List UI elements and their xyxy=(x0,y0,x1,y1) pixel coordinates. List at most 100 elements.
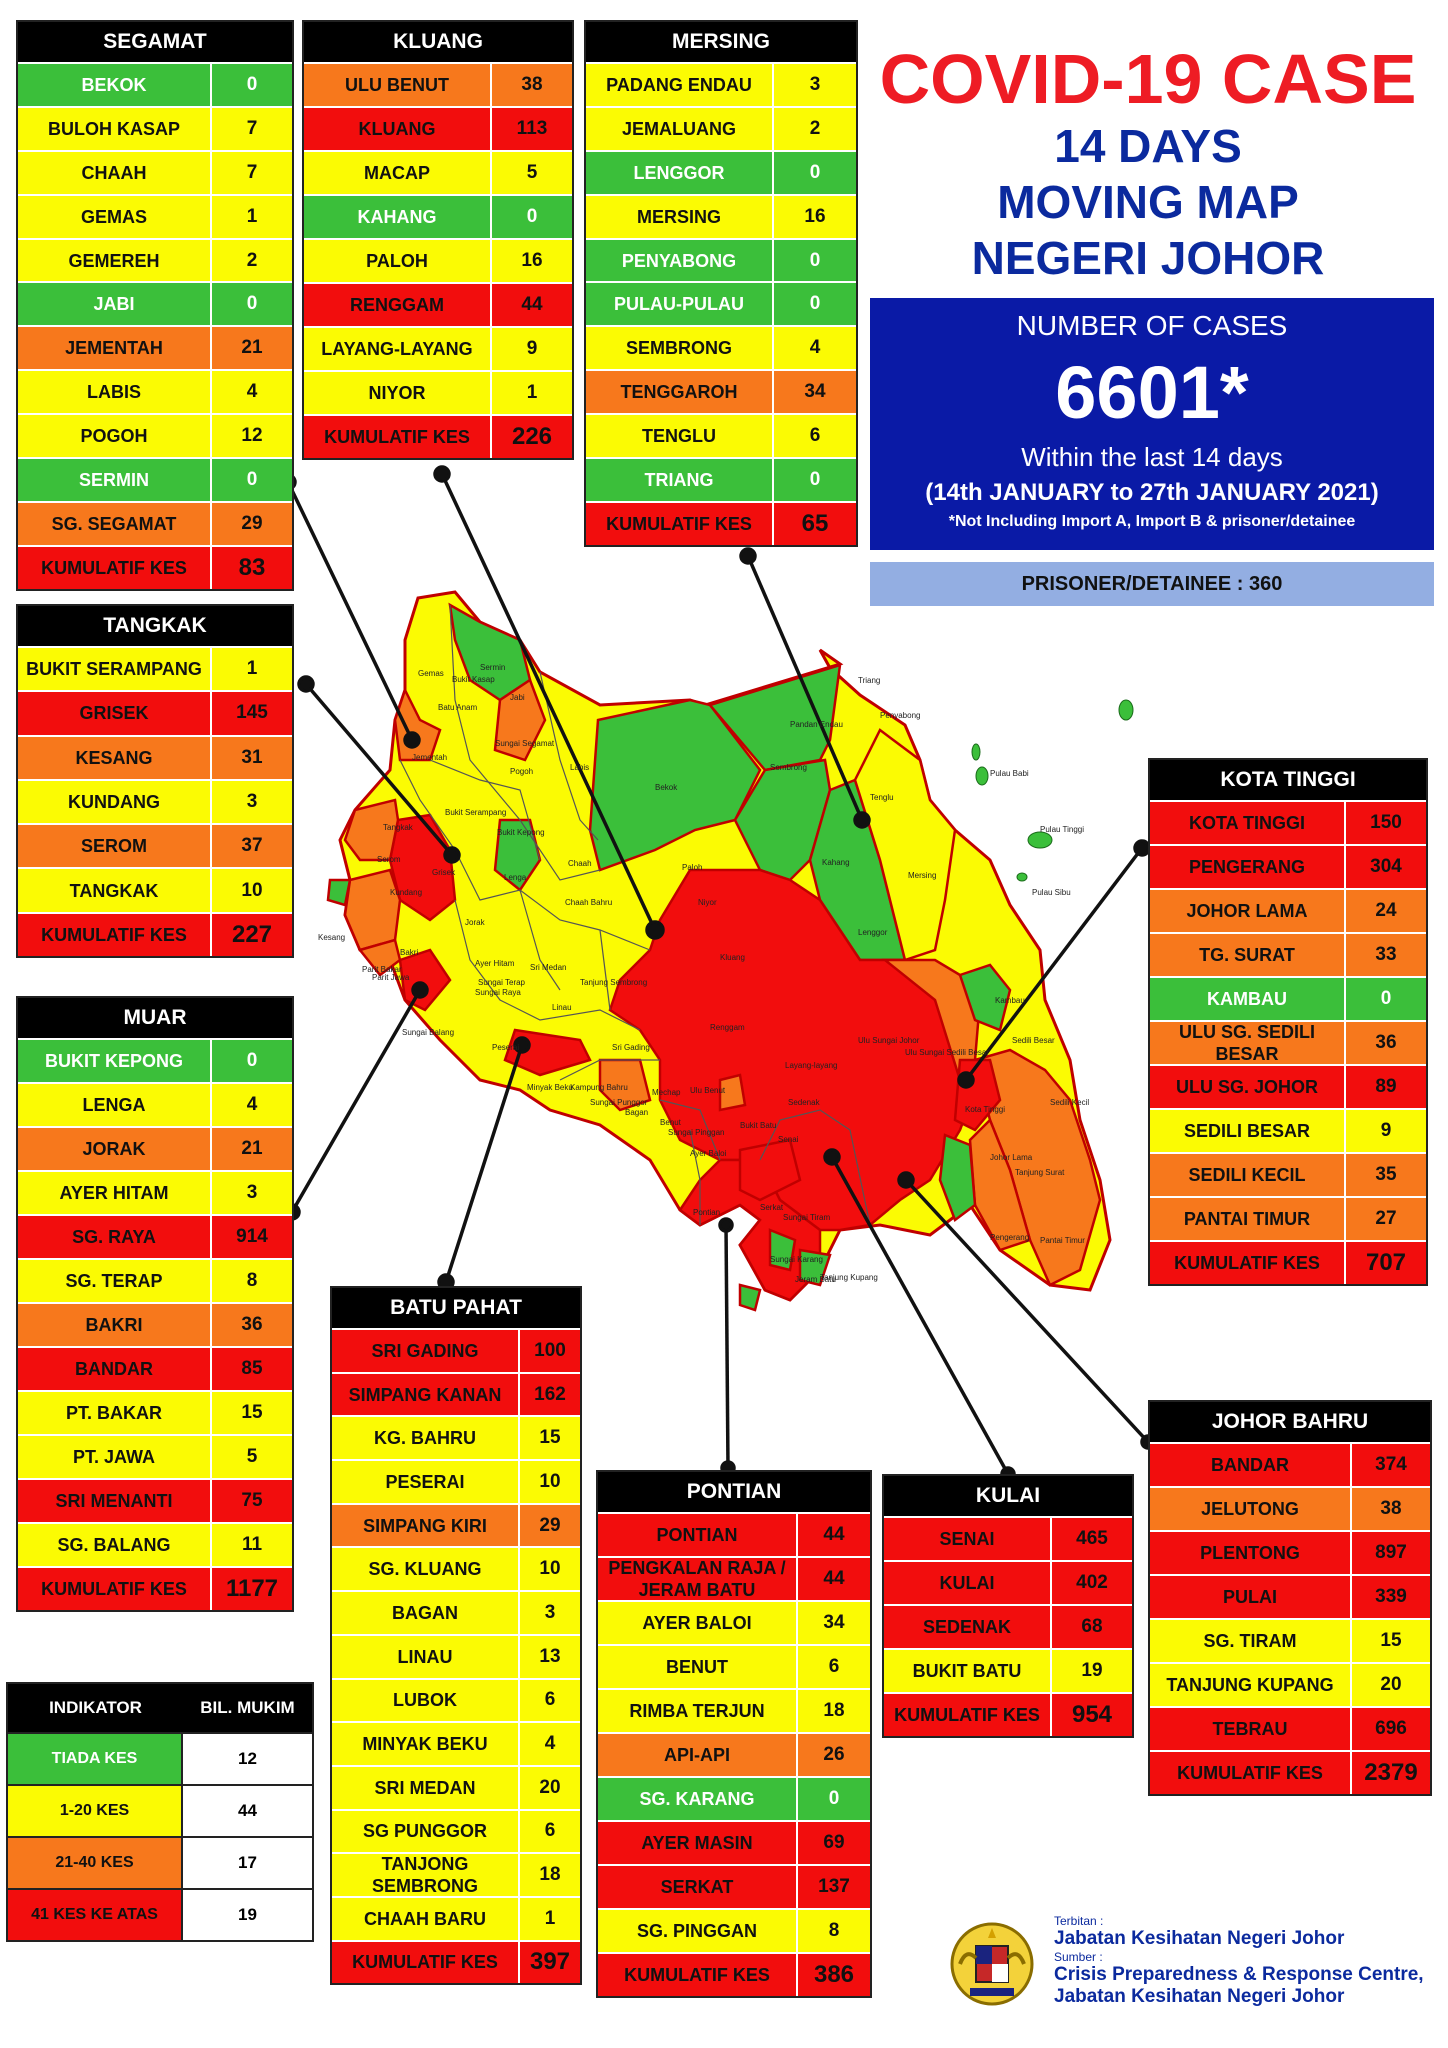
mukim-name: SENAI xyxy=(884,1518,1052,1560)
mukim-cases: 89 xyxy=(1375,1076,1397,1097)
mukim-cases: 37 xyxy=(241,835,263,857)
mukim-row: LENGA 4 xyxy=(18,1082,292,1126)
source-line-1: Crisis Preparedness & Response Centre, xyxy=(1054,1964,1424,1985)
mukim-name: RENGGAM xyxy=(304,284,492,326)
mukim-row: BULOH KASAP 7 xyxy=(18,105,292,150)
district-title: MERSING xyxy=(586,22,856,62)
mukim-name: JEMENTAH xyxy=(18,327,212,370)
map-place-label: Chaah xyxy=(568,859,592,868)
mukim-cases: 18 xyxy=(539,1864,561,1886)
map-place-label: Lenggor xyxy=(858,928,888,937)
cumulative-row: KUMULATIF KES 226 xyxy=(304,414,572,458)
mukim-cases: 8 xyxy=(246,1270,258,1291)
mukim-cases: 3 xyxy=(544,1601,556,1623)
legend-row: 1-20 KES 44 xyxy=(8,1784,312,1836)
mukim-row: JABI 0 xyxy=(18,281,292,326)
mukim-row: LAYANG-LAYANG 9 xyxy=(304,326,572,370)
mukim-name: SERMIN xyxy=(18,459,212,501)
mukim-cases: 4 xyxy=(544,1733,556,1755)
mukim-name: SRI MENANTI xyxy=(18,1480,212,1522)
map-place-label: Sungai Punggor xyxy=(590,1098,648,1107)
mukim-cases: 11 xyxy=(241,1534,263,1555)
prisoner-bar: PRISONER/DETAINEE : 360 xyxy=(870,562,1434,606)
mukim-name: SG. SEGAMAT xyxy=(18,502,212,545)
mukim-name: PALOH xyxy=(304,240,492,282)
mukim-cases: 2 xyxy=(246,249,258,271)
mukim-cases: 1 xyxy=(526,382,538,403)
mukim-cases: 5 xyxy=(246,1446,258,1467)
title-block: COVID-19 CASE 14 DAYS MOVING MAP NEGERI … xyxy=(868,40,1428,286)
district-title: KOTA TINGGI xyxy=(1150,760,1426,800)
mukim-row: MINYAK BEKU 4 xyxy=(332,1721,580,1765)
mukim-cases: 0 xyxy=(526,206,538,227)
mukim-cases: 44 xyxy=(823,1568,845,1589)
mukim-name: KUNDANG xyxy=(18,780,212,824)
map-place-label: Bukit Kepong xyxy=(497,828,545,837)
map-place-label: Penyabong xyxy=(880,711,920,720)
cumulative-row: KUMULATIF KES 227 xyxy=(18,911,292,957)
mukim-name: MERSING xyxy=(586,195,774,238)
map-place-label: Renggam xyxy=(710,1023,745,1032)
mukim-name: GEMEREH xyxy=(18,239,212,282)
mukim-row: SEROM 37 xyxy=(18,823,292,868)
mukim-row: SIMPANG KIRI 29 xyxy=(332,1502,580,1547)
mukim-name: BANDAR xyxy=(1150,1444,1352,1486)
mukim-name: KESANG xyxy=(18,736,212,779)
mukim-name: NIYOR xyxy=(304,372,492,414)
mukim-name: ULU BENUT xyxy=(304,64,492,106)
map-place-label: Bukit Serampang xyxy=(445,808,506,817)
mukim-row: SG. TERAP 8 xyxy=(18,1258,292,1302)
mukim-cases: 1 xyxy=(246,205,258,227)
mukim-cases: 38 xyxy=(1380,1498,1402,1519)
source-label: Sumber : xyxy=(1054,1950,1103,1964)
mukim-cases: 69 xyxy=(823,1832,845,1853)
mukim-row: NIYOR 1 xyxy=(304,370,572,414)
mukim-cases: 7 xyxy=(246,161,258,183)
district-title: PONTIAN xyxy=(598,1472,870,1512)
mukim-row: AYER MASIN 69 xyxy=(598,1820,870,1864)
map-place-label: Kampung Bahru xyxy=(570,1083,628,1092)
malaysia-coat-of-arms-icon xyxy=(950,1922,1034,2006)
mukim-row: LENGGOR 0 xyxy=(586,149,856,194)
map-place-label: Peserai xyxy=(492,1043,519,1052)
map-place-label: Gemas xyxy=(418,669,444,678)
mukim-name: PT. JAWA xyxy=(18,1436,212,1478)
mukim-name: JABI xyxy=(18,283,212,326)
map-place-label: Ayer Hitam xyxy=(475,959,515,968)
mukim-row: BEKOK 0 xyxy=(18,62,292,106)
mukim-cases: 162 xyxy=(534,1383,566,1405)
mukim-cases: 374 xyxy=(1375,1454,1407,1475)
mukim-row: SG. BALANG 11 xyxy=(18,1522,292,1566)
mukim-row: SRI MENANTI 75 xyxy=(18,1478,292,1522)
map-place-label: Linau xyxy=(552,1003,572,1012)
map-place-label: Bekok xyxy=(655,783,678,792)
mukim-name: API-API xyxy=(598,1734,798,1776)
map-place-label: Bakri xyxy=(400,948,418,957)
cumulative-row: KUMULATIF KES 954 xyxy=(884,1692,1132,1736)
mukim-cases: 4 xyxy=(246,381,258,403)
mukim-cases: 34 xyxy=(804,381,826,403)
map-place-label: Pandan Endau xyxy=(790,720,843,729)
district-title: JOHOR BAHRU xyxy=(1150,1402,1430,1442)
mukim-row: AYER HITAM 3 xyxy=(18,1170,292,1214)
map-place-label: Tenglu xyxy=(870,793,894,802)
mukim-cases: 9 xyxy=(526,338,538,359)
map-place-label: Tanjung Surat xyxy=(1015,1168,1065,1177)
mukim-name: SEMBRONG xyxy=(586,327,774,370)
map-boundaries xyxy=(399,604,871,1226)
map-place-label: Kluang xyxy=(720,953,745,962)
map-regions xyxy=(326,590,1112,1312)
mukim-cases: 0 xyxy=(809,249,821,271)
mukim-cases: 36 xyxy=(241,1314,263,1335)
mukim-row: PENYABONG 0 xyxy=(586,237,856,282)
mukim-cases: 6 xyxy=(828,1656,840,1677)
mukim-cases: 20 xyxy=(539,1776,561,1798)
map-place-label: Serom xyxy=(377,855,401,864)
cumulative-value: 2379 xyxy=(1364,1759,1418,1786)
summary-total: 6601* xyxy=(1055,351,1249,434)
summary-within: Within the last 14 days xyxy=(1021,442,1283,472)
mukim-row: KOTA TINGGI 150 xyxy=(1150,800,1426,844)
mukim-cases: 3 xyxy=(809,73,821,95)
mukim-row: SENAI 465 xyxy=(884,1516,1132,1560)
mukim-row: ULU SG. SEDILI BESAR 36 xyxy=(1150,1020,1426,1064)
